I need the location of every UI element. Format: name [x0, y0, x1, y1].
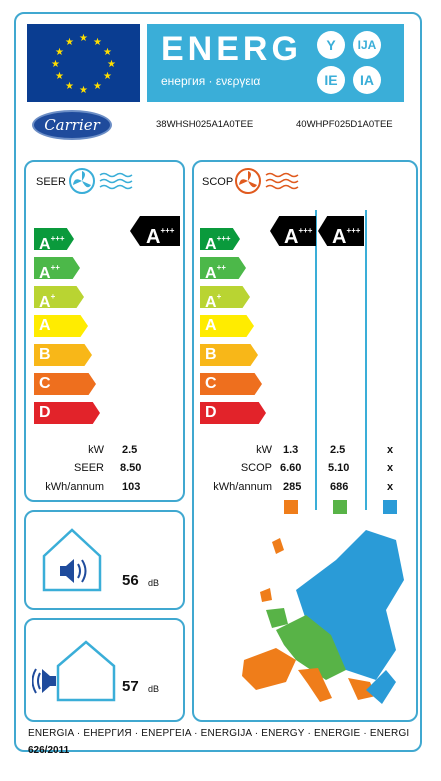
lang-letter-y: Y — [317, 31, 345, 59]
cooling-fan-icon — [69, 168, 133, 194]
seer-kwh-value: 103 — [122, 481, 141, 493]
scop-value-label: SCOP — [240, 462, 272, 474]
seer-kw-value: 2.5 — [122, 444, 138, 456]
heating-fan-icon — [235, 168, 299, 194]
seer-class-a2plus: A++ — [34, 257, 80, 279]
scop-colder-kw: x — [387, 444, 394, 456]
seer-class-d: D — [34, 402, 100, 424]
scop-warmer-scop: 5.10 — [328, 462, 350, 474]
seer-kwh-label: kWh/annum — [45, 481, 104, 493]
indoor-model-code: 38WHSH025A1A0TEE — [156, 119, 254, 130]
seer-class-c: C — [34, 373, 96, 395]
carrier-logo: Carrier — [32, 110, 112, 140]
seer-kw-label: kW — [88, 444, 104, 456]
lang-letter-ija: IJA — [353, 31, 381, 59]
scop-rating-arrow-warmer: A+++ — [318, 216, 364, 246]
scop-class-aplus: A+ — [200, 286, 250, 308]
zone-colder-swatch — [383, 500, 397, 514]
seer-rating-arrow: A+++ — [130, 216, 180, 246]
seer-title: SEER — [36, 176, 66, 188]
seer-class-a3plus: A+++ — [34, 228, 74, 250]
scop-average-kw: 1.3 — [283, 444, 299, 456]
scop-average-scop: 6.60 — [280, 462, 302, 474]
label-frame — [14, 12, 422, 752]
indoor-noise-panel — [24, 510, 185, 610]
indoor-unit-noise-icon — [42, 528, 102, 592]
scop-colder-kwh: x — [387, 481, 394, 493]
scop-class-a2plus: A++ — [200, 257, 246, 279]
seer-class-b: B — [34, 344, 92, 366]
scop-kwh-label: kWh/annum — [213, 481, 272, 493]
scop-panel — [192, 160, 418, 722]
outdoor-model-code: 40WHPF025D1A0TEE — [296, 119, 393, 130]
scop-class-b: B — [200, 344, 258, 366]
energy-subtitle: енергия · ενεργεια — [161, 74, 261, 88]
scop-class-a3plus: A+++ — [200, 228, 240, 250]
zone-average-swatch — [284, 500, 298, 514]
scop-title: SCOP — [202, 176, 234, 188]
seer-panel — [24, 160, 185, 502]
footer-energy-names: ENERGIA · ЕНЕРГИЯ · ΕΝΕΡΓΕΙΑ · ENERGIJA … — [28, 728, 410, 739]
scop-colder-scop: x — [387, 462, 394, 474]
indoor-noise-unit: dB — [148, 578, 160, 588]
lang-letter-ie: IE — [317, 66, 345, 94]
outdoor-noise-unit: dB — [148, 684, 160, 694]
energy-title: ENERG — [161, 30, 302, 68]
scop-class-d: D — [200, 402, 266, 424]
seer-value: 8.50 — [120, 462, 142, 474]
scop-rating-arrow-average: A+++ — [270, 216, 316, 246]
regulation-number: 626/2011 — [28, 745, 70, 756]
seer-class-a: A — [34, 315, 88, 337]
seer-class-aplus: A+ — [34, 286, 84, 308]
scop-kw-label: kW — [256, 444, 272, 456]
outdoor-unit-noise-icon — [32, 640, 116, 702]
scop-average-kwh: 285 — [283, 481, 302, 493]
europe-climate-map — [242, 530, 404, 704]
scop-column-divider — [315, 210, 317, 510]
lang-letter-ia: IA — [353, 66, 381, 94]
outdoor-noise-value: 57 — [122, 678, 139, 695]
scop-class-a: A — [200, 315, 254, 337]
eu-flag: ★ ★ ★ ★ ★ ★ ★ ★ ★ ★ ★ ★ — [27, 24, 140, 102]
zone-warmer-swatch — [333, 500, 347, 514]
energy-banner: ENERG енергия · ενεργεια Y IJA IE IA — [147, 24, 404, 102]
seer-value-label: SEER — [74, 462, 104, 474]
scop-warmer-kw: 2.5 — [330, 444, 346, 456]
scop-warmer-kwh: 686 — [330, 481, 349, 493]
outdoor-noise-panel — [24, 618, 185, 722]
scop-class-c: C — [200, 373, 262, 395]
indoor-noise-value: 56 — [122, 572, 139, 589]
scop-column-divider — [365, 210, 367, 510]
